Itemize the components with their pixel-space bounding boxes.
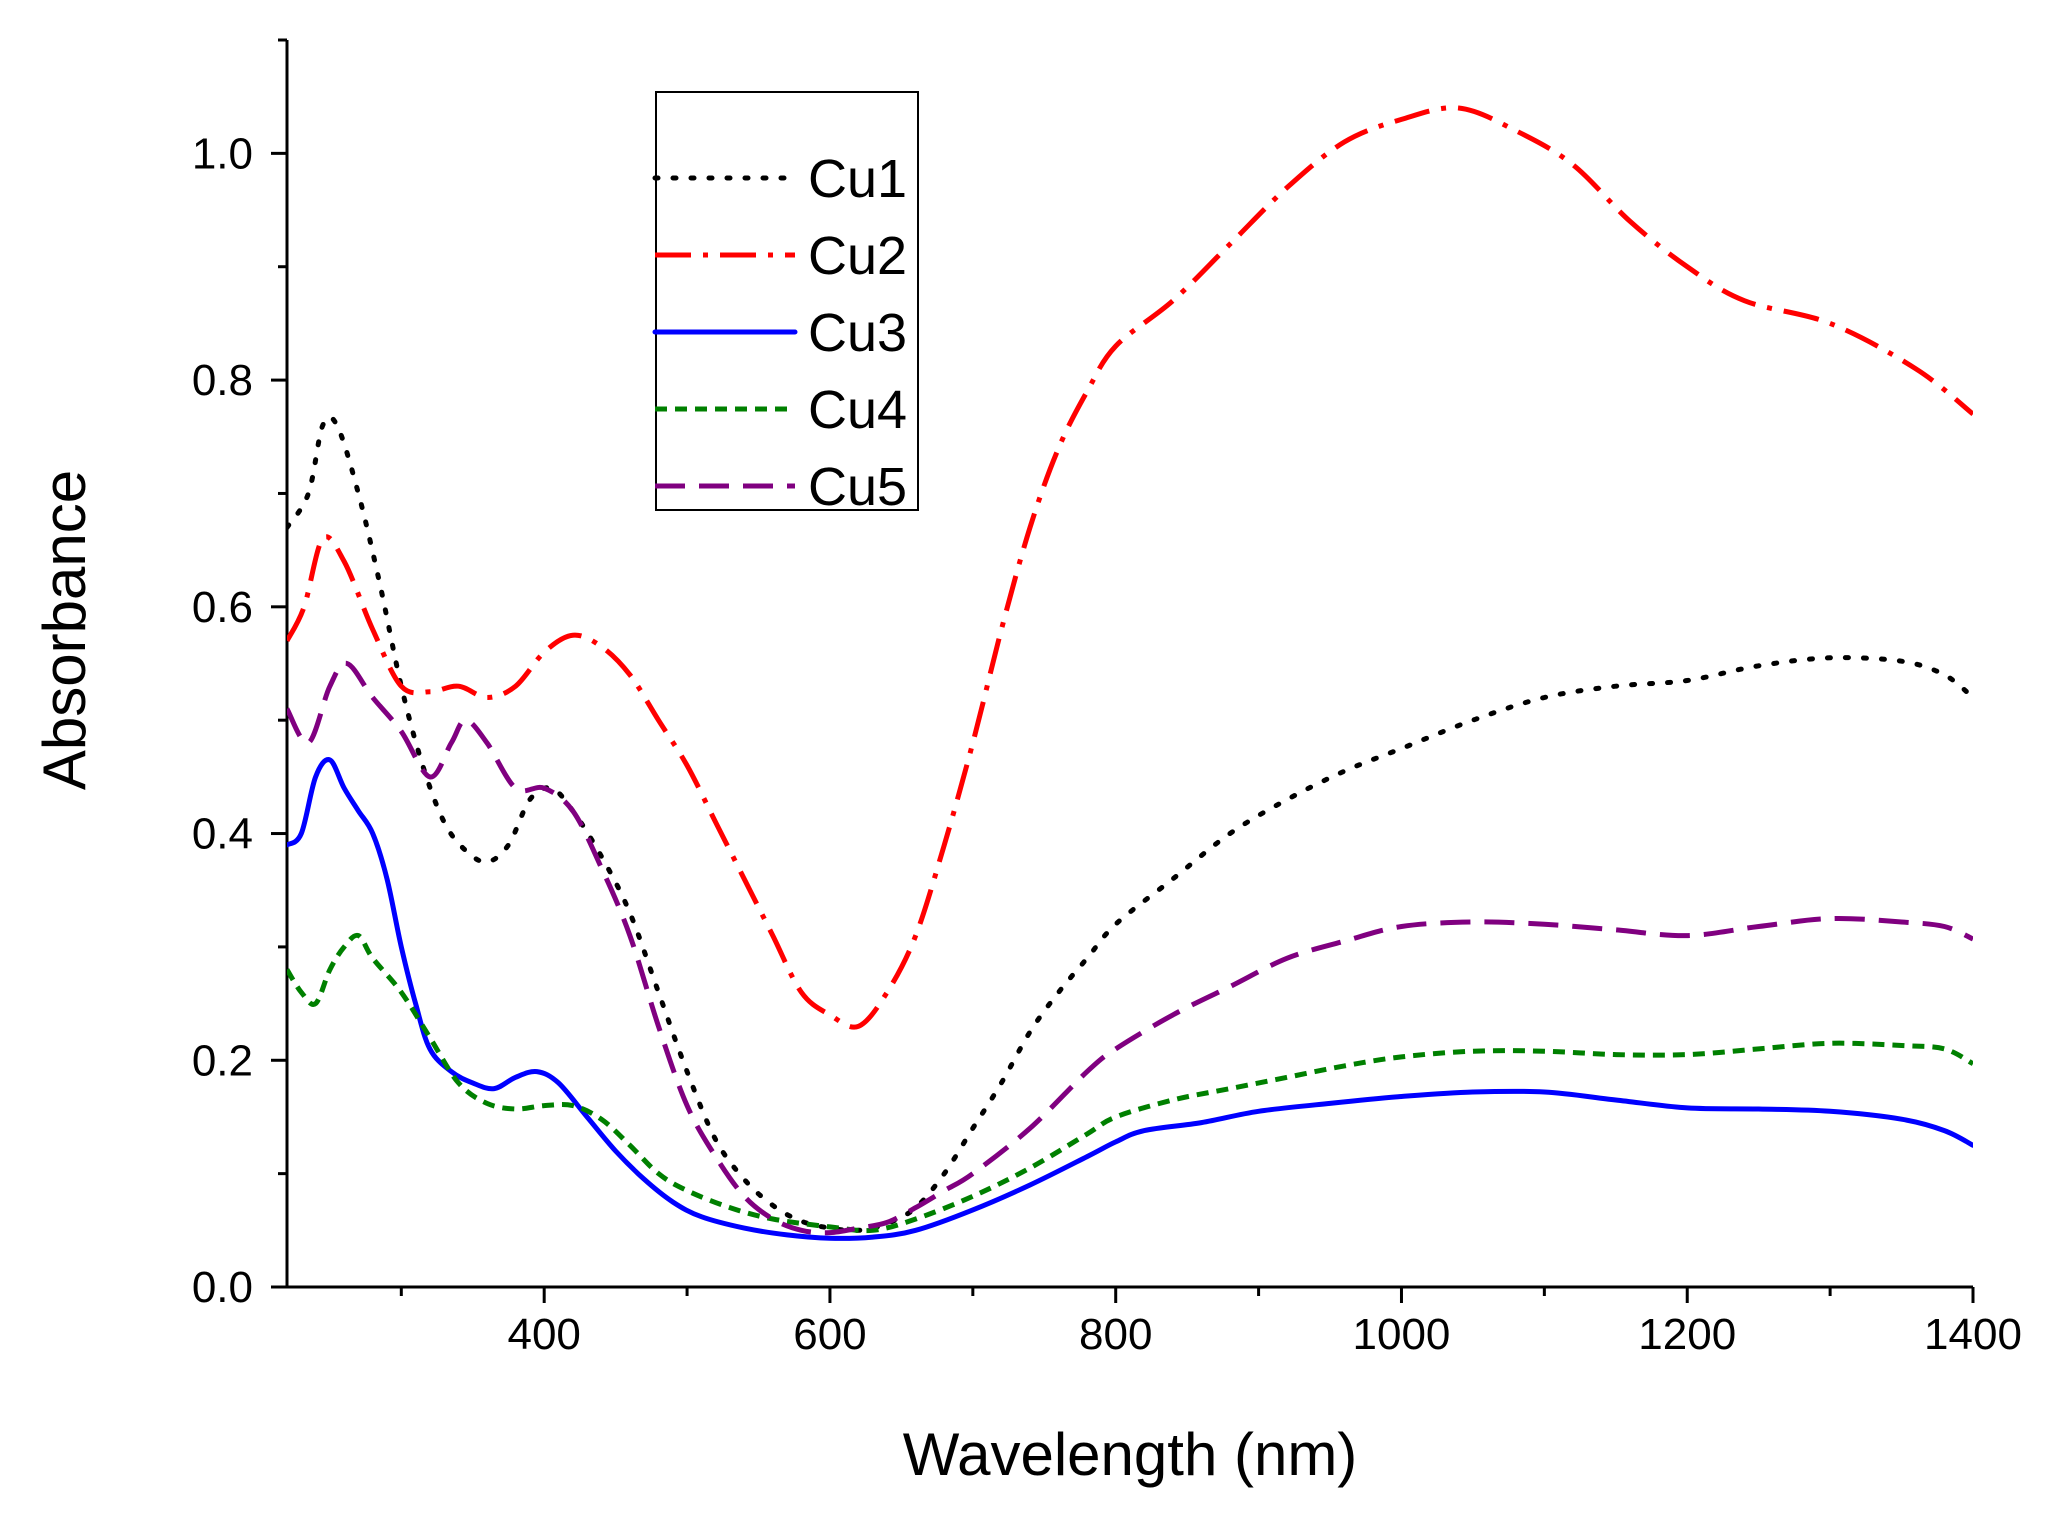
series-line-cu2 xyxy=(287,105,1973,1030)
x-tick-label: 800 xyxy=(1079,1310,1152,1359)
y-tick-label: 0.8 xyxy=(192,356,253,405)
series-line-cu5 xyxy=(287,660,1973,1236)
x-tick-label: 600 xyxy=(793,1310,866,1359)
legend-label-cu1: Cu1 xyxy=(808,149,907,209)
legend-label-cu4: Cu4 xyxy=(808,380,907,440)
y-tick-label: 0.0 xyxy=(192,1263,253,1312)
legend-label-cu3: Cu3 xyxy=(808,303,907,363)
y-tick-label: 0.2 xyxy=(192,1036,253,1085)
y-tick-label: 0.6 xyxy=(192,583,253,632)
series-layer xyxy=(287,105,1973,1241)
y-tick-label: 1.0 xyxy=(192,129,253,178)
x-tick-label: 1000 xyxy=(1353,1310,1451,1359)
x-tick-label: 1400 xyxy=(1924,1310,2022,1359)
y-axis-title: Absorbance xyxy=(31,470,98,790)
legend-label-cu2: Cu2 xyxy=(808,226,907,286)
x-axis-title: Wavelength (nm) xyxy=(903,1421,1358,1488)
legend: Cu1 Cu2 Cu3 Cu4 Cu5 xyxy=(652,91,919,517)
y-tick-label: 0.4 xyxy=(192,810,253,859)
series-line-cu4 xyxy=(287,932,1973,1234)
legend-label-cu5: Cu5 xyxy=(808,457,907,517)
x-tick-label: 1200 xyxy=(1638,1310,1736,1359)
axes: 400 600 800 1000 1200 1400 0.0 0.2 0.4 0.6 0.8 1.0 xyxy=(192,38,2022,1359)
x-tick-label: 400 xyxy=(507,1310,580,1359)
series-line-cu3 xyxy=(287,757,1973,1241)
legend-box xyxy=(655,91,919,511)
